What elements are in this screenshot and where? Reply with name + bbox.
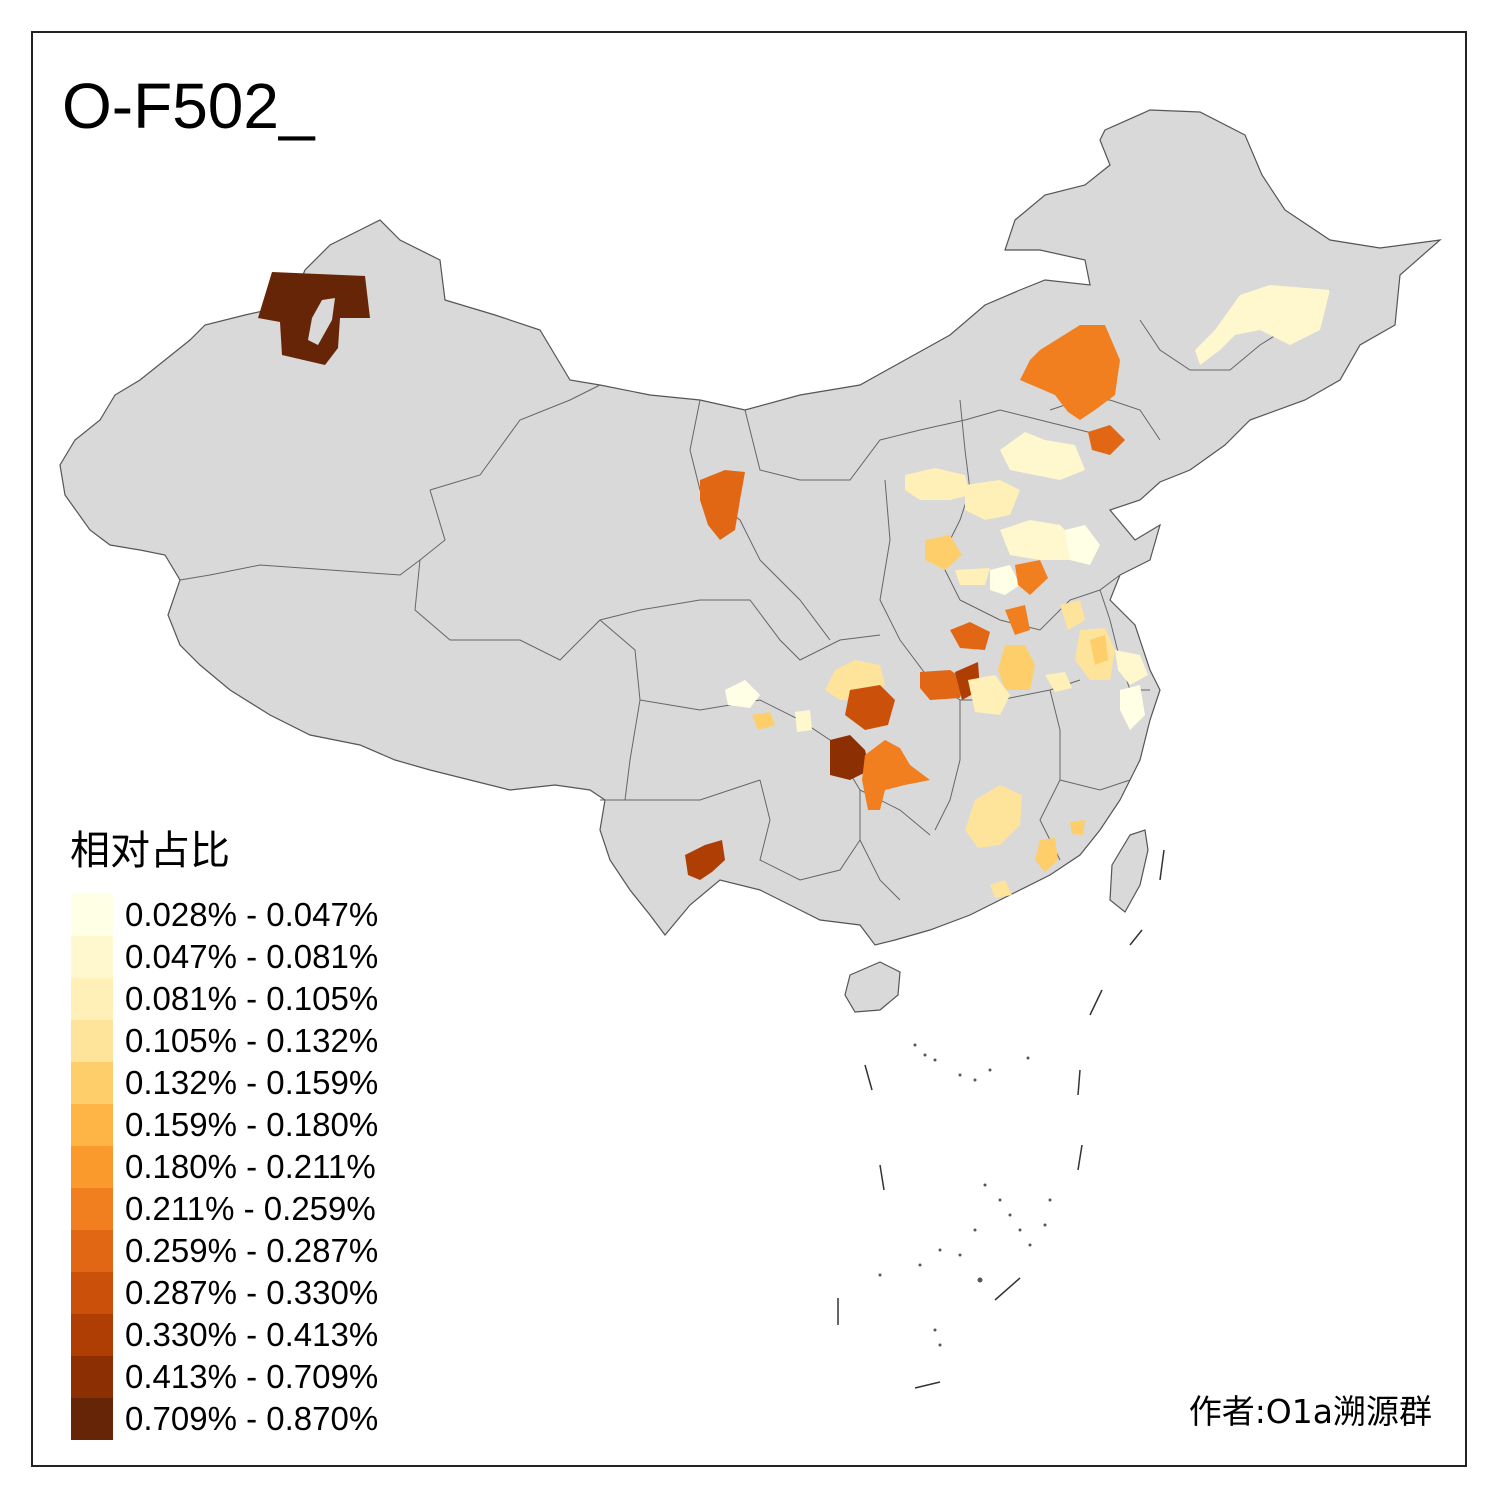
legend-label: 0.132% - 0.159%: [125, 1064, 379, 1101]
choropleth-regions: [258, 272, 1330, 898]
region-fujian: [1035, 838, 1058, 872]
legend-label: 0.047% - 0.081%: [125, 938, 379, 975]
legend-item: 0.081% - 0.105%: [68, 978, 378, 1020]
legend-item: 0.211% - 0.259%: [68, 1188, 378, 1230]
legend-label: 0.180% - 0.211%: [125, 1148, 376, 1185]
taiwan-island: [1109, 829, 1149, 913]
region-lake: [308, 298, 335, 345]
legend-swatch: [71, 936, 113, 978]
mainland-landmass: [59, 109, 1442, 946]
region-shandong-west: [1065, 525, 1100, 565]
legend-items: 0.028% - 0.047% 0.047% - 0.081% 0.081% - 0…: [68, 894, 378, 1440]
legend-swatch: [71, 1146, 113, 1188]
region-guizhou-east: [862, 740, 930, 810]
region-guangdong: [990, 880, 1012, 898]
legend-swatch: [71, 978, 113, 1020]
legend-title: 相对占比: [70, 828, 230, 874]
legend-swatch: [71, 1062, 113, 1104]
region-henan-north: [955, 568, 990, 585]
region-jiangxi: [965, 785, 1022, 848]
legend-swatch: [71, 1398, 113, 1440]
legend-item: 0.330% - 0.413%: [68, 1314, 378, 1356]
legend: 相对占比 0.028% - 0.047% 0.047% - 0.081% 0.081…: [68, 818, 378, 1440]
region-henan-south: [1005, 605, 1030, 635]
region-hubei-east: [998, 645, 1035, 690]
map-title: O-F502_: [62, 70, 315, 142]
legend-swatch: [71, 1020, 113, 1062]
region-shanxi-south: [925, 535, 962, 570]
legend-item: 0.180% - 0.211%: [68, 1146, 378, 1188]
region-chongqing: [845, 685, 895, 730]
region-henan-orange: [1015, 560, 1048, 595]
legend-item: 0.159% - 0.180%: [68, 1104, 378, 1146]
region-jiangsu-south: [1090, 635, 1108, 665]
region-henan-mid: [990, 565, 1020, 595]
region-shanghai: [1115, 650, 1148, 685]
region-liaoning-west: [1088, 425, 1125, 455]
region-fujian-coast: [1070, 820, 1085, 835]
legend-swatch: [71, 1188, 113, 1230]
legend-label: 0.259% - 0.287%: [125, 1232, 379, 1269]
legend-label: 0.028% - 0.047%: [125, 896, 379, 933]
region-hebei-north: [1000, 432, 1085, 480]
region-anhui: [1045, 672, 1072, 692]
legend-label: 0.105% - 0.132%: [125, 1022, 379, 1059]
region-henan-west: [950, 622, 990, 650]
legend-swatch: [71, 1104, 113, 1146]
region-yunnan-south: [685, 840, 725, 880]
map-frame: [31, 31, 1467, 1467]
legend-label: 0.413% - 0.709%: [125, 1358, 379, 1395]
region-sichuan-mid: [752, 712, 775, 730]
region-shanxi-north: [905, 468, 970, 500]
legend-label: 0.287% - 0.330%: [125, 1274, 379, 1311]
region-shanxi-mid: [965, 480, 1020, 520]
legend-label: 0.330% - 0.413%: [125, 1316, 379, 1353]
legend-swatch: [71, 1356, 113, 1398]
legend-swatch: [71, 1230, 113, 1272]
hainan-island: [844, 961, 901, 1013]
legend-swatch: [71, 1272, 113, 1314]
legend-item: 0.709% - 0.870%: [68, 1398, 378, 1440]
legend-item: 0.259% - 0.287%: [68, 1230, 378, 1272]
legend-item: 0.413% - 0.709%: [68, 1356, 378, 1398]
legend-item: 0.028% - 0.047%: [68, 894, 378, 936]
legend-label: 0.159% - 0.180%: [125, 1106, 379, 1143]
legend-item: 0.105% - 0.132%: [68, 1020, 378, 1062]
legend-swatch: [71, 1314, 113, 1356]
region-anhui-north: [1060, 600, 1085, 630]
legend-label: 0.081% - 0.105%: [125, 980, 379, 1017]
region-guizhou-north: [830, 735, 870, 780]
region-hubei-light: [968, 675, 1010, 715]
region-hubei-west: [920, 670, 965, 700]
legend-swatch: [71, 894, 113, 936]
region-ningxia: [700, 470, 745, 540]
region-hebei-south: [1000, 520, 1080, 560]
author-credit: 作者:O1a溯源群: [1188, 1392, 1432, 1431]
nine-dash-line: [837, 849, 1165, 1389]
region-hulunbuir-area: [1020, 325, 1120, 420]
legend-item: 0.047% - 0.081%: [68, 936, 378, 978]
legend-label: 0.211% - 0.259%: [125, 1190, 376, 1227]
region-zhejiang: [1120, 685, 1145, 730]
region-heilongjiang: [1195, 285, 1330, 365]
legend-item: 0.287% - 0.330%: [68, 1272, 378, 1314]
legend-label: 0.709% - 0.870%: [125, 1400, 379, 1437]
south-china-sea-islands: [878, 1043, 1052, 1347]
region-sichuan-west: [725, 680, 760, 708]
legend-item: 0.132% - 0.159%: [68, 1062, 378, 1104]
region-sichuan-east: [795, 710, 812, 732]
